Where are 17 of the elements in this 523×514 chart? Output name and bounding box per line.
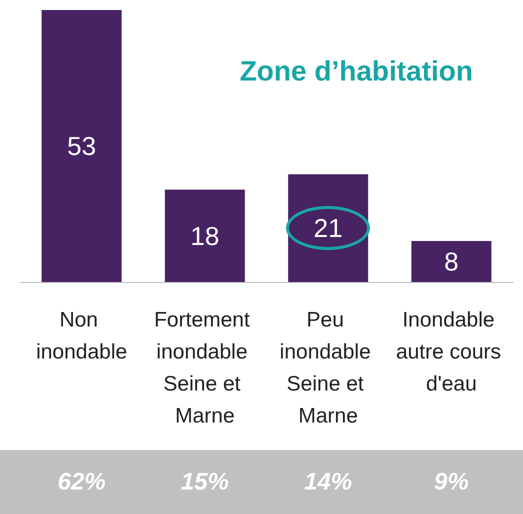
x-tick-label: Peu inondable Seine et Marne (280, 308, 377, 428)
x-tick-label: Inondable autre cours d'eau (396, 308, 507, 396)
bar (164, 190, 245, 282)
text: 62% (58, 468, 106, 496)
text: 15% (180, 468, 229, 496)
bar (42, 10, 122, 282)
text: 14% (304, 468, 352, 496)
x-tick-label: Fortement inondable Seine et Marne (154, 308, 256, 428)
x-tick-label: Non inondable (36, 308, 128, 364)
bar (288, 174, 368, 282)
text: 9% (434, 468, 469, 496)
bar (411, 240, 492, 282)
data-label: 21 (314, 213, 343, 244)
data-label: 53 (67, 131, 96, 161)
text: Zone d’habitation (240, 56, 473, 86)
data-label: 18 (190, 220, 220, 251)
data-label: 8 (444, 246, 459, 276)
